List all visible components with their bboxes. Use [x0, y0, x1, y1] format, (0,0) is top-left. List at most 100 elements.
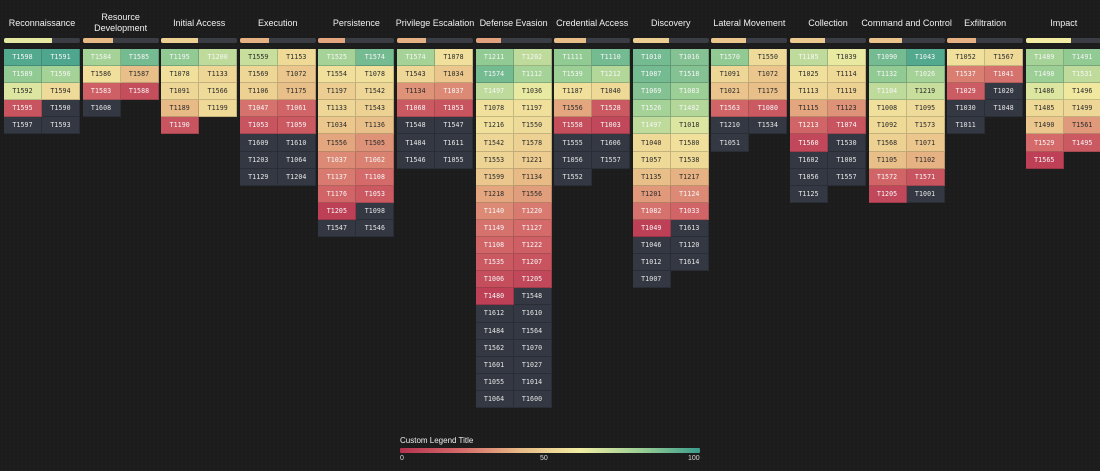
technique-cell-t1053[interactable]: T1053	[435, 100, 473, 118]
technique-cell-t1197[interactable]: T1197	[513, 100, 552, 118]
technique-cell-t1064[interactable]: T1064	[277, 151, 316, 169]
technique-cell-t1046[interactable]: T1046	[632, 237, 671, 255]
technique-cell-t1563[interactable]: T1563	[711, 100, 750, 118]
technique-cell-t1553[interactable]: T1553	[475, 151, 514, 169]
technique-cell-t1592[interactable]: T1592	[4, 83, 42, 101]
technique-cell-t1025[interactable]: T1025	[790, 66, 828, 84]
technique-cell-t1137[interactable]: T1137	[318, 168, 357, 186]
technique-cell-t1574[interactable]: T1574	[397, 49, 435, 67]
technique-cell-t1119[interactable]: T1119	[828, 83, 866, 101]
technique-cell-t1052[interactable]: T1052	[947, 49, 986, 67]
technique-cell-t1482[interactable]: T1482	[670, 100, 709, 118]
technique-cell-t1210[interactable]: T1210	[711, 117, 750, 135]
technique-cell-t1021[interactable]: T1021	[711, 83, 750, 101]
technique-cell-t1216[interactable]: T1216	[475, 117, 514, 135]
technique-cell-t1559[interactable]: T1559	[239, 49, 278, 67]
technique-cell-t1578[interactable]: T1578	[513, 134, 552, 152]
technique-cell-t1124[interactable]: T1124	[670, 185, 709, 203]
technique-cell-t1612[interactable]: T1612	[475, 305, 514, 323]
technique-cell-t1204[interactable]: T1204	[277, 168, 316, 186]
technique-cell-t1098[interactable]: T1098	[356, 202, 395, 220]
technique-cell-t1018[interactable]: T1018	[670, 117, 709, 135]
technique-cell-t1556[interactable]: T1556	[554, 100, 593, 118]
technique-cell-t1568[interactable]: T1568	[868, 134, 907, 152]
technique-cell-t1591[interactable]: T1591	[42, 49, 80, 67]
technique-cell-t1596[interactable]: T1596	[42, 66, 80, 84]
technique-cell-t1558[interactable]: T1558	[554, 117, 593, 135]
technique-cell-t1537[interactable]: T1537	[947, 66, 986, 84]
technique-cell-t1011[interactable]: T1011	[947, 117, 986, 135]
technique-cell-t1062[interactable]: T1062	[356, 151, 395, 169]
technique-cell-t1548[interactable]: T1548	[397, 117, 435, 135]
technique-cell-t1040[interactable]: T1040	[592, 83, 631, 101]
technique-cell-t1213[interactable]: T1213	[790, 117, 828, 135]
technique-cell-t1207[interactable]: T1207	[513, 254, 552, 272]
technique-cell-t1497[interactable]: T1497	[632, 117, 671, 135]
technique-cell-t1600[interactable]: T1600	[513, 390, 552, 408]
technique-cell-t1486[interactable]: T1486	[1025, 83, 1064, 101]
technique-cell-t1566[interactable]: T1566	[199, 83, 238, 101]
technique-cell-t1127[interactable]: T1127	[513, 219, 552, 238]
technique-cell-t1033[interactable]: T1033	[670, 202, 709, 220]
technique-cell-t1220[interactable]: T1220	[513, 202, 552, 220]
technique-cell-t1569[interactable]: T1569	[239, 66, 278, 84]
technique-cell-t1205[interactable]: T1205	[318, 202, 357, 220]
technique-cell-t1072[interactable]: T1072	[749, 66, 788, 84]
technique-cell-t1072[interactable]: T1072	[277, 66, 316, 84]
technique-cell-t1546[interactable]: T1546	[356, 219, 395, 238]
technique-cell-t1495[interactable]: T1495	[1063, 134, 1100, 152]
technique-cell-t1222[interactable]: T1222	[513, 237, 552, 255]
technique-cell-t1594[interactable]: T1594	[42, 83, 80, 101]
technique-cell-t1135[interactable]: T1135	[632, 168, 671, 186]
technique-cell-t1491[interactable]: T1491	[1063, 49, 1100, 67]
technique-cell-t1083[interactable]: T1083	[670, 83, 709, 101]
technique-cell-t1006[interactable]: T1006	[475, 271, 514, 289]
technique-cell-t1557[interactable]: T1557	[828, 168, 866, 186]
technique-cell-t1149[interactable]: T1149	[475, 219, 514, 238]
technique-cell-t1112[interactable]: T1112	[513, 66, 552, 84]
technique-cell-t1525[interactable]: T1525	[318, 49, 357, 67]
technique-cell-t1195[interactable]: T1195	[161, 49, 200, 67]
technique-cell-t1071[interactable]: T1071	[906, 134, 945, 152]
technique-cell-t1217[interactable]: T1217	[670, 168, 709, 186]
technique-cell-t1574[interactable]: T1574	[356, 49, 395, 67]
technique-cell-t1560[interactable]: T1560	[790, 134, 828, 152]
technique-cell-t1187[interactable]: T1187	[554, 83, 593, 101]
technique-cell-t1528[interactable]: T1528	[592, 100, 631, 118]
technique-cell-t1014[interactable]: T1014	[513, 373, 552, 391]
technique-cell-t1040[interactable]: T1040	[632, 134, 671, 152]
technique-cell-t1547[interactable]: T1547	[435, 117, 473, 135]
technique-cell-t1590[interactable]: T1590	[42, 100, 80, 118]
technique-cell-t1534[interactable]: T1534	[749, 117, 788, 135]
technique-cell-t1113[interactable]: T1113	[790, 83, 828, 101]
technique-cell-t1548[interactable]: T1548	[513, 288, 552, 306]
technique-cell-t1535[interactable]: T1535	[475, 254, 514, 272]
technique-cell-t1497[interactable]: T1497	[475, 83, 514, 101]
technique-cell-t1003[interactable]: T1003	[592, 117, 631, 135]
technique-cell-t1027[interactable]: T1027	[513, 356, 552, 374]
technique-cell-t1091[interactable]: T1091	[711, 66, 750, 84]
technique-cell-t1078[interactable]: T1078	[356, 66, 395, 84]
technique-cell-t1134[interactable]: T1134	[397, 83, 435, 101]
technique-cell-t1090[interactable]: T1090	[868, 49, 907, 67]
technique-cell-t1602[interactable]: T1602	[790, 151, 828, 169]
technique-cell-t1202[interactable]: T1202	[513, 49, 552, 67]
technique-cell-t1039[interactable]: T1039	[828, 49, 866, 67]
technique-cell-t1133[interactable]: T1133	[318, 100, 357, 118]
technique-cell-t1554[interactable]: T1554	[318, 66, 357, 84]
technique-cell-t1053[interactable]: T1053	[356, 185, 395, 203]
technique-cell-t1570[interactable]: T1570	[711, 49, 750, 67]
technique-cell-t1037[interactable]: T1037	[435, 83, 473, 101]
technique-cell-t1610[interactable]: T1610	[513, 305, 552, 323]
technique-cell-t1115[interactable]: T1115	[790, 100, 828, 118]
technique-cell-t1132[interactable]: T1132	[868, 66, 907, 84]
technique-cell-t1531[interactable]: T1531	[1063, 66, 1100, 84]
technique-cell-t1550[interactable]: T1550	[749, 49, 788, 67]
technique-cell-t1542[interactable]: T1542	[475, 134, 514, 152]
technique-cell-t1055[interactable]: T1055	[435, 151, 473, 169]
technique-cell-t1175[interactable]: T1175	[277, 83, 316, 101]
technique-cell-t1111[interactable]: T1111	[554, 49, 593, 67]
technique-cell-t1583[interactable]: T1583	[82, 83, 121, 101]
technique-cell-t1572[interactable]: T1572	[868, 168, 907, 186]
technique-cell-t1538[interactable]: T1538	[670, 151, 709, 169]
